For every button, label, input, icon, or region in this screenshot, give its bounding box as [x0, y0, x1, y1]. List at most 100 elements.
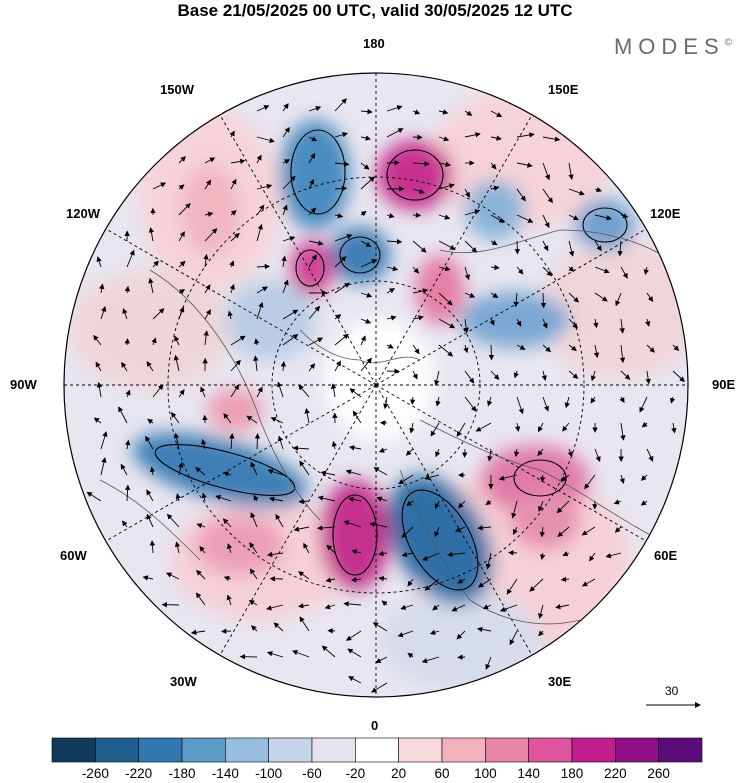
wind-vector	[246, 415, 258, 424]
wind-vector	[539, 526, 546, 538]
wind-vector	[298, 571, 310, 580]
wind-vector	[93, 334, 102, 346]
wind-vector	[345, 469, 362, 476]
wind-vector	[542, 396, 550, 412]
wind-vector	[516, 318, 522, 327]
colorbar-segment	[311, 737, 356, 763]
wind-vector	[397, 630, 414, 638]
wind-vector	[256, 183, 273, 190]
wind-vector	[250, 461, 258, 476]
wind-vector	[614, 526, 622, 533]
wind-vector	[386, 238, 403, 245]
wind-vector	[409, 422, 415, 434]
wind-vector	[196, 523, 206, 529]
wind-vector	[477, 578, 492, 588]
wind-vector	[360, 357, 372, 372]
wind-vector	[148, 227, 155, 242]
wind-vector	[584, 474, 596, 490]
wind-vector	[293, 526, 310, 532]
wind-vector	[254, 433, 261, 450]
wind-vector	[360, 176, 375, 190]
lon-label-30w: 30W	[170, 674, 197, 689]
wind-vector	[568, 344, 577, 352]
wind-vector	[457, 578, 466, 584]
wind-vector	[256, 154, 262, 164]
wind-vector	[581, 526, 596, 536]
wind-vector	[639, 396, 648, 413]
colorbar-segment	[181, 737, 226, 763]
wind-vector	[282, 175, 296, 190]
wind-vector	[308, 305, 321, 320]
wind-vector	[334, 185, 348, 192]
wind-vector	[226, 594, 232, 606]
wind-vector	[593, 318, 599, 329]
wind-vector	[308, 152, 316, 164]
wind-vector	[282, 103, 289, 112]
colorbar-segment	[658, 737, 703, 763]
colorbar-tick-label: 100	[474, 766, 497, 781]
wind-vector	[542, 188, 553, 204]
colorbar-segment	[615, 737, 659, 763]
wind-vector	[345, 630, 362, 641]
wind-vector	[438, 318, 456, 329]
wind-vector	[619, 474, 625, 485]
wind-vector	[477, 626, 492, 633]
wind-vector	[360, 259, 378, 268]
wind-vector	[325, 577, 336, 583]
wind-vector	[620, 422, 626, 441]
wind-vector	[561, 474, 570, 482]
wind-vector	[149, 540, 156, 554]
wind-vector	[308, 254, 317, 268]
wind-vector	[99, 283, 105, 294]
wind-vector	[430, 422, 440, 437]
wind-vector	[229, 433, 235, 450]
wind-vector	[640, 500, 648, 506]
wind-vector	[229, 283, 235, 294]
wind-vector	[215, 494, 232, 502]
wind-vector	[538, 500, 544, 512]
wind-vector	[438, 265, 451, 272]
wind-vector	[568, 214, 580, 221]
wind-vector	[317, 525, 336, 531]
wind-vector	[643, 266, 649, 275]
wind-vector	[178, 389, 185, 398]
wind-vector	[407, 578, 414, 587]
colorbar-tick-label: -140	[211, 766, 239, 781]
wind-vector	[514, 422, 521, 432]
wind-vector	[438, 214, 451, 220]
colorbar-tick-label: -260	[81, 766, 109, 781]
wind-vector	[412, 109, 421, 115]
wind-vector	[513, 448, 520, 458]
wind-vector	[253, 494, 259, 502]
wind-vector	[178, 462, 184, 476]
wind-vector	[451, 604, 466, 612]
wind-vector	[406, 500, 414, 507]
wind-vector	[282, 126, 290, 138]
wind-vector	[360, 318, 372, 324]
wind-vector	[282, 236, 296, 242]
wind-vector	[226, 543, 233, 554]
wind-vector	[178, 231, 185, 242]
wind-vector	[378, 550, 388, 557]
wind-vector	[256, 263, 271, 270]
wind-vector	[568, 188, 585, 196]
wind-vector	[464, 292, 476, 298]
wind-vector	[641, 421, 648, 428]
wind-vector	[605, 552, 622, 559]
wind-vector	[256, 136, 275, 143]
wind-vector	[386, 265, 399, 272]
wind-vector	[334, 282, 350, 294]
wind-vector	[672, 344, 680, 352]
wind-vector	[256, 386, 263, 398]
wind-vector	[173, 354, 180, 372]
wind-vector	[514, 240, 521, 255]
wind-vector	[378, 575, 388, 582]
wind-vector	[506, 578, 518, 595]
colorbar-tick-label: -60	[302, 766, 322, 781]
wind-vector	[256, 301, 264, 320]
wind-vector	[490, 370, 500, 380]
wind-vector	[93, 417, 102, 424]
lon-label-180: 180	[363, 36, 385, 51]
wind-vector	[615, 292, 622, 307]
